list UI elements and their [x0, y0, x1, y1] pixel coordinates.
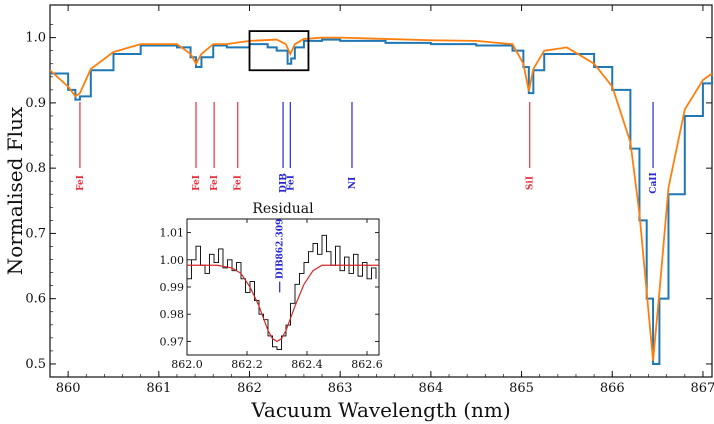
x-axis-label: Vacuum Wavelength (nm): [250, 398, 510, 422]
inset-x-tick-label: 862.0: [171, 358, 203, 371]
observed-spectrum-line: [50, 38, 713, 365]
y-tick-label: 1.0: [25, 31, 46, 46]
line-id-label: DIB: [279, 173, 289, 193]
inset-x-tick-label: 862.2: [231, 358, 263, 371]
dib-fit-line: [187, 264, 379, 343]
model-spectrum-line: [49, 36, 713, 361]
x-tick-label: 861: [146, 381, 171, 396]
x-tick-label: 860: [56, 381, 81, 396]
x-tick-label: 866: [600, 381, 625, 396]
y-tick-label: 0.8: [25, 161, 46, 176]
y-tick-label: 0.6: [25, 292, 46, 307]
dib-annotation-label: DIB862.309: [276, 219, 286, 279]
inset-frame: [186, 218, 380, 356]
x-tick-label: 865: [509, 381, 534, 396]
x-tick-label: 863: [328, 381, 353, 396]
x-tick-label: 867: [691, 381, 714, 396]
line-id-label: CaII: [649, 172, 659, 193]
inset-y-tick-label: 1.01: [160, 227, 185, 240]
inset-x-tick-label: 862.4: [291, 358, 323, 371]
line-id-label: FeI: [286, 175, 296, 191]
inset-y-tick-label: 1.00: [160, 254, 185, 267]
x-tick-label: 862: [237, 381, 262, 396]
inset-y-tick-label: 0.99: [160, 281, 185, 294]
plot-frame: [49, 4, 713, 378]
inset-y-tick-label: 0.98: [160, 308, 185, 321]
residual-line: [187, 234, 377, 351]
y-tick-label: 0.9: [25, 96, 46, 111]
y-axis-label: Normalised Flux: [3, 106, 27, 275]
x-tick-label: 864: [418, 381, 443, 396]
line-id-label: FeI: [76, 175, 86, 191]
y-tick-label: 0.7: [25, 226, 46, 241]
line-id-label: SiI: [526, 176, 536, 190]
line-id-label: FeI: [210, 175, 220, 191]
line-id-label: FeI: [234, 175, 244, 191]
line-id-label: FeI: [192, 175, 202, 191]
zoom-box: [248, 30, 310, 72]
inset-x-tick-label: 862.6: [351, 358, 383, 371]
y-tick-label: 0.5: [25, 357, 46, 372]
inset-y-tick-label: 0.97: [160, 335, 185, 348]
inset-title: Residual: [252, 201, 314, 217]
line-id-label: NI: [348, 177, 358, 189]
